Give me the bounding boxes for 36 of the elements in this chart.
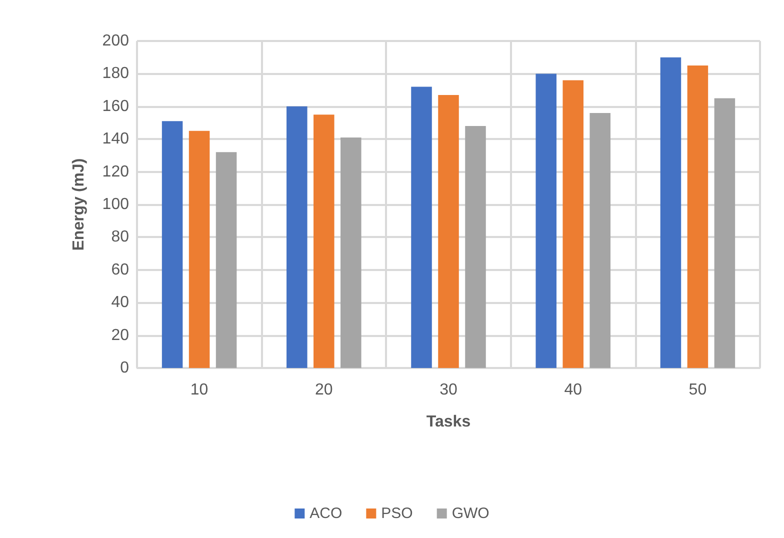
bar	[286, 106, 308, 368]
bar	[216, 152, 237, 368]
y-tick-label: 200	[102, 32, 130, 50]
y-tick-label: 140	[102, 130, 130, 148]
bar	[536, 74, 556, 368]
legend-label: GWO	[452, 505, 490, 522]
bar	[188, 130, 210, 368]
x-tick-label: 50	[688, 382, 707, 398]
x-tick-label: 30	[440, 382, 458, 398]
y-tick-label: 100	[102, 196, 130, 213]
bar	[411, 86, 432, 368]
y-tick-label: 40	[111, 294, 130, 312]
x-tick-label: 40	[564, 382, 582, 398]
bar	[314, 114, 334, 368]
bar	[562, 80, 584, 368]
bar	[687, 66, 708, 368]
y-tick-label: 180	[102, 65, 130, 82]
x-tick-label: 20	[315, 382, 333, 398]
bar	[590, 112, 610, 368]
x-axis-title: Tasks	[426, 414, 471, 430]
bar	[340, 137, 362, 368]
y-tick-label: 0	[120, 360, 130, 376]
bar	[438, 94, 459, 368]
bar	[660, 57, 682, 368]
y-tick-label: 160	[102, 98, 130, 115]
bar	[465, 126, 486, 368]
x-tick-label: 10	[190, 382, 208, 398]
legend-label: PSO	[381, 505, 413, 522]
legend-label: ACO	[310, 505, 342, 522]
bar	[162, 121, 183, 368]
y-tick-label: 120	[102, 163, 130, 180]
y-tick-label: 20	[111, 326, 130, 344]
y-axis-title: Energy (mJ)	[70, 158, 88, 251]
y-tick-label: 60	[111, 261, 130, 278]
bar	[714, 98, 736, 368]
y-tick-label: 80	[111, 228, 130, 246]
